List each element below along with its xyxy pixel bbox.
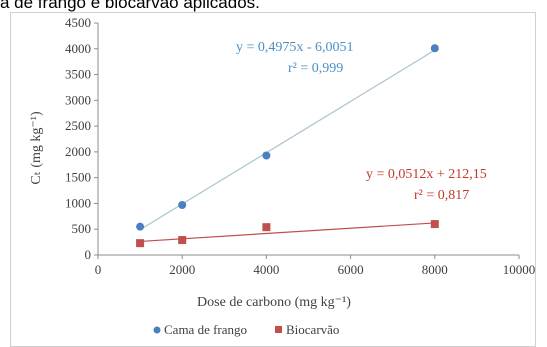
point-biocarvao — [136, 239, 145, 248]
data-points — [136, 44, 439, 248]
point-biocarvao — [262, 223, 271, 232]
legend-marker-cama-de-frango — [153, 326, 161, 334]
y-tick-label: 4500 — [65, 15, 91, 30]
figure-caption: a de frango e biocarvão aplicados. — [0, 0, 260, 12]
point-cama-de-frango — [262, 151, 271, 160]
legend-label-biocarvao: Biocarvão — [286, 322, 339, 337]
x-tick-label: 10000 — [503, 262, 535, 277]
y-tick-label: 1000 — [65, 195, 91, 210]
y-tick-label: 3000 — [65, 92, 91, 107]
r2-biocarvao: r² = 0,817 — [414, 188, 469, 203]
point-cama-de-frango — [178, 200, 187, 209]
x-tick-label: 4000 — [253, 262, 279, 277]
x-tick-label: 6000 — [338, 262, 364, 277]
chart-axes: 0 500 1000 1500 2000 2500 3000 3500 4000 4500 0 200… — [65, 15, 535, 277]
y-tick-label: 2000 — [65, 144, 91, 159]
legend-marker-biocarvao — [275, 326, 282, 333]
y-tick-label: 2500 — [65, 118, 91, 133]
scatter-chart: 0 500 1000 1500 2000 2500 3000 3500 4000 4500 0 200… — [29, 15, 535, 337]
x-tick-label: 0 — [95, 262, 102, 277]
y-axis-label: Cₜ (mg kg⁻¹) — [29, 111, 44, 185]
trendlines — [139, 49, 436, 243]
equation-cama-de-frango: y = 0,4975x - 6,0051 — [236, 40, 354, 55]
y-tick-label: 0 — [85, 247, 92, 262]
y-tick-label: 1500 — [65, 170, 91, 185]
legend-label-cama-de-frango: Cama de frango — [164, 322, 247, 337]
y-tick-label: 3500 — [65, 67, 91, 82]
x-tick-label: 8000 — [422, 262, 448, 277]
y-tick-label: 4000 — [65, 41, 91, 56]
equation-biocarvao: y = 0,0512x + 212,15 — [366, 167, 487, 182]
trendline-biocarvao — [140, 222, 435, 243]
y-tick-label: 500 — [72, 221, 92, 236]
trendline-cama-de-frango — [139, 49, 436, 231]
point-biocarvao — [178, 236, 187, 245]
chart-legend: Cama de frango Biocarvão — [153, 322, 339, 337]
point-cama-de-frango — [136, 222, 145, 231]
x-tick-label: 2000 — [169, 262, 195, 277]
r2-cama-de-frango: r² = 0,999 — [288, 61, 343, 76]
chart-frame: 0 500 1000 1500 2000 2500 3000 3500 4000 4500 0 200… — [10, 12, 536, 347]
point-cama-de-frango — [430, 44, 439, 53]
x-axis-label: Dose de carbono (mg kg⁻¹) — [197, 295, 351, 310]
point-biocarvao — [430, 220, 439, 229]
